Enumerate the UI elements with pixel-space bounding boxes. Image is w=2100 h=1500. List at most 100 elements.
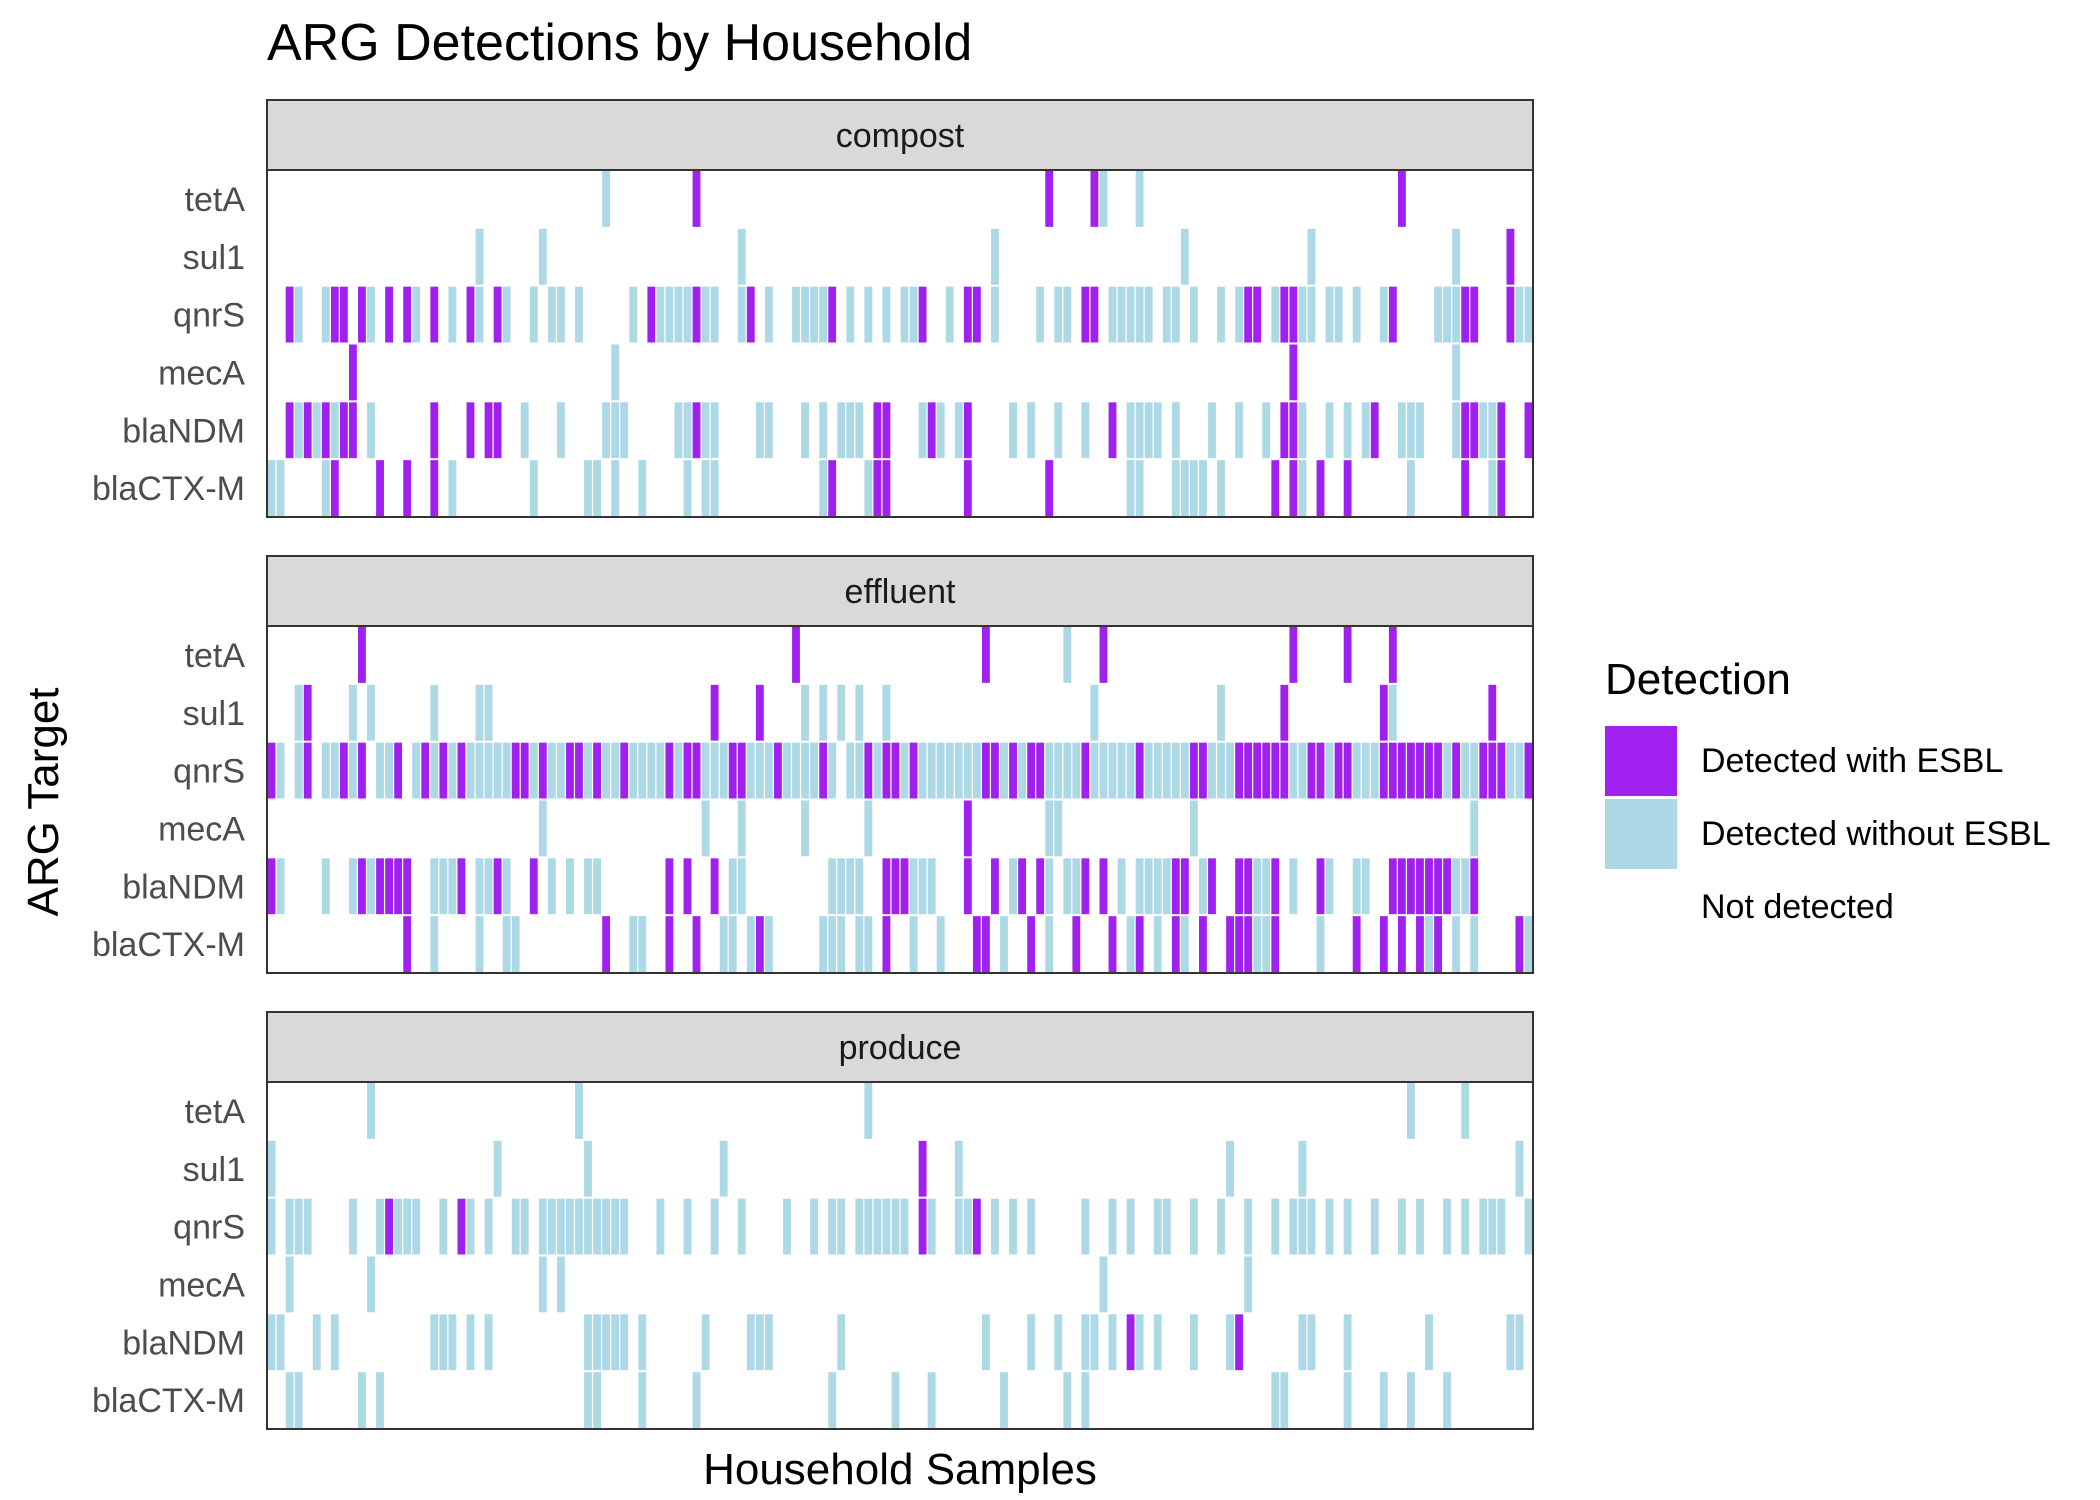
cell-effluent-mecA-no-esbl	[1045, 800, 1054, 857]
cell-compost-qnrS-esbl	[1461, 286, 1470, 343]
cell-compost-qnrS-esbl	[1280, 286, 1289, 343]
cell-effluent-blaNDM-no-esbl	[1153, 858, 1162, 915]
cell-produce-mecA-no-esbl	[556, 1256, 565, 1313]
cell-effluent-qnrS-esbl	[1488, 742, 1497, 799]
cell-compost-blaCTX-M-no-esbl	[584, 460, 592, 516]
cell-effluent-blaCTX-M-no-esbl	[819, 916, 828, 972]
cell-compost-qnrS-no-esbl	[864, 286, 873, 343]
cell-compost-blaCTX-M-esbl	[1343, 460, 1352, 516]
cell-produce-sul1-no-esbl	[493, 1140, 502, 1197]
cell-effluent-qnrS-esbl	[358, 742, 366, 799]
cell-effluent-qnrS-no-esbl	[466, 742, 475, 799]
panel-border-compost	[266, 169, 1534, 518]
cell-compost-qnrS-no-esbl	[529, 286, 538, 343]
cell-effluent-qnrS-esbl	[566, 742, 574, 799]
cell-produce-blaCTX-M-no-esbl	[891, 1372, 900, 1428]
cell-effluent-blaCTX-M-no-esbl	[936, 916, 945, 972]
cell-effluent-qnrS-no-esbl	[602, 742, 611, 799]
cell-compost-blaCTX-M-no-esbl	[1488, 460, 1497, 516]
cell-effluent-blaNDM-esbl	[1434, 858, 1442, 915]
cell-produce-sul1-no-esbl	[954, 1140, 963, 1197]
cell-produce-qnrS-no-esbl	[963, 1198, 972, 1255]
cell-effluent-blaCTX-M-no-esbl	[746, 916, 755, 972]
cell-produce-blaNDM-no-esbl	[593, 1314, 601, 1371]
cell-compost-blaCTX-M-esbl	[873, 460, 882, 516]
cell-produce-qnrS-no-esbl	[1443, 1198, 1452, 1255]
cell-compost-qnrS-no-esbl	[294, 286, 303, 343]
cell-compost-qnrS-no-esbl	[1334, 286, 1343, 343]
cell-compost-blaCTX-M-no-esbl	[1298, 460, 1307, 516]
cell-compost-blaNDM-no-esbl	[701, 402, 710, 459]
cell-effluent-qnrS-no-esbl	[1352, 742, 1361, 799]
y-tick-label-compost-tetA: tetA	[185, 181, 246, 219]
cell-effluent-qnrS-esbl	[1189, 742, 1198, 799]
cell-effluent-qnrS-no-esbl	[556, 742, 565, 799]
cell-produce-tetA-no-esbl	[1461, 1083, 1470, 1139]
cell-produce-qnrS-no-esbl	[466, 1198, 475, 1255]
cell-produce-blaNDM-no-esbl	[701, 1314, 710, 1371]
cell-effluent-qnrS-esbl	[909, 742, 918, 799]
cell-produce-blaNDM-no-esbl	[1307, 1314, 1316, 1371]
y-tick-label-effluent-blaCTX-M: blaCTX-M	[92, 926, 245, 964]
cell-compost-blaCTX-M-no-esbl	[710, 460, 719, 516]
cell-effluent-qnrS-no-esbl	[755, 742, 764, 799]
cell-compost-qnrS-no-esbl	[819, 286, 828, 343]
y-tick-label-compost-blaCTX-M: blaCTX-M	[92, 470, 245, 508]
cell-produce-tetA-no-esbl	[367, 1083, 375, 1139]
cell-effluent-mecA-no-esbl	[1470, 800, 1479, 857]
cell-effluent-blaNDM-esbl	[963, 858, 972, 915]
cell-effluent-blaNDM-no-esbl	[566, 858, 574, 915]
cell-compost-qnrS-no-esbl	[1434, 286, 1442, 343]
cell-effluent-blaNDM-no-esbl	[837, 858, 846, 915]
y-axis-label: ARG Target	[19, 687, 68, 916]
cell-compost-blaNDM-esbl	[321, 402, 330, 459]
cell-effluent-blaCTX-M-esbl	[1515, 916, 1524, 972]
y-tick-label-compost-mecA: mecA	[158, 354, 245, 392]
cell-effluent-blaNDM-esbl	[710, 858, 719, 915]
cell-produce-blaCTX-M-no-esbl	[1379, 1372, 1388, 1428]
cell-compost-blaCTX-M-no-esbl	[819, 460, 828, 516]
cell-compost-qnrS-esbl	[972, 286, 981, 343]
cell-effluent-qnrS-no-esbl	[792, 742, 800, 799]
cell-effluent-qnrS-no-esbl	[936, 742, 945, 799]
cell-effluent-sul1-no-esbl	[367, 684, 375, 741]
cell-compost-qnrS-no-esbl	[1126, 286, 1135, 343]
cell-compost-blaCTX-M-no-esbl	[321, 460, 330, 516]
cell-produce-blaNDM-no-esbl	[1027, 1314, 1036, 1371]
cell-compost-blaNDM-esbl	[1370, 402, 1379, 459]
cell-compost-qnrS-no-esbl	[1036, 286, 1045, 343]
cell-compost-qnrS-no-esbl	[665, 286, 674, 343]
cell-compost-qnrS-esbl	[430, 286, 439, 343]
cell-effluent-qnrS-esbl	[1334, 742, 1343, 799]
cell-compost-blaNDM-esbl	[303, 402, 312, 459]
cell-compost-qnrS-no-esbl	[1325, 286, 1334, 343]
cell-produce-qnrS-no-esbl	[584, 1198, 592, 1255]
cell-compost-blaNDM-no-esbl	[819, 402, 828, 459]
cell-compost-blaCTX-M-no-esbl	[638, 460, 647, 516]
cell-compost-qnrS-esbl	[828, 286, 837, 343]
cell-compost-blaCTX-M-esbl	[376, 460, 384, 516]
cell-effluent-qnrS-esbl	[1497, 742, 1506, 799]
cell-produce-blaNDM-esbl	[1235, 1314, 1244, 1371]
cell-effluent-blaNDM-no-esbl	[728, 858, 737, 915]
cell-produce-qnrS-no-esbl	[376, 1198, 384, 1255]
cell-effluent-qnrS-no-esbl	[710, 742, 719, 799]
cell-compost-blaCTX-M-no-esbl	[864, 460, 873, 516]
cell-produce-blaNDM-no-esbl	[837, 1314, 846, 1371]
cell-produce-blaNDM-no-esbl	[1425, 1314, 1433, 1371]
cell-effluent-mecA-esbl	[963, 800, 972, 857]
facet-strip-compost	[266, 99, 1534, 171]
facet-panel-produce: produce tetA sul1 qnrS mecA blaNDM blaCTX-M	[92, 1011, 1534, 1430]
cell-compost-qnrS-no-esbl	[792, 286, 800, 343]
cell-effluent-mecA-no-esbl	[801, 800, 809, 857]
cell-compost-qnrS-esbl	[339, 286, 348, 343]
cell-compost-qnrS-esbl	[1090, 286, 1099, 343]
cell-effluent-blaCTX-M-esbl	[972, 916, 981, 972]
cell-compost-blaCTX-M-no-esbl	[1126, 460, 1135, 516]
facet-strip-label-produce: produce	[839, 1029, 962, 1067]
cell-effluent-qnrS-no-esbl	[412, 742, 421, 799]
cell-effluent-blaCTX-M-no-esbl	[1316, 916, 1325, 972]
cell-effluent-blaNDM-esbl	[1244, 858, 1253, 915]
cell-compost-qnrS-esbl	[647, 286, 656, 343]
cell-effluent-blaNDM-esbl	[1416, 858, 1424, 915]
